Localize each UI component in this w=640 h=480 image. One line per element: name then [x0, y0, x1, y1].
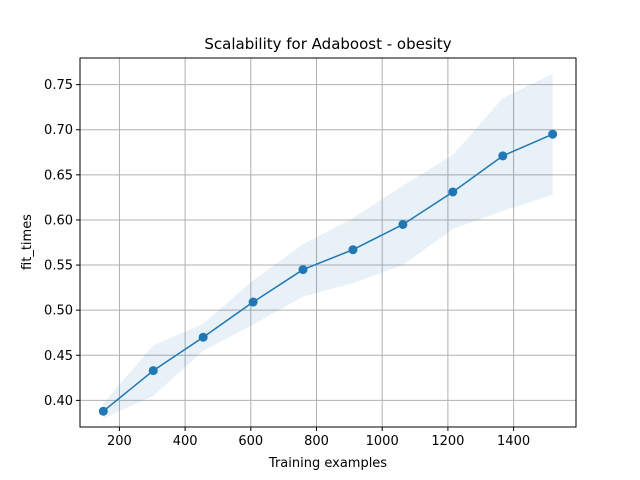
y-tick-label: 0.60 — [44, 213, 73, 228]
data-point — [498, 151, 508, 161]
y-tick-label: 0.55 — [44, 259, 73, 274]
data-point-layer — [98, 129, 558, 416]
x-tick-label: 600 — [238, 434, 263, 449]
data-point — [98, 406, 108, 416]
data-point — [248, 297, 258, 307]
data-point — [298, 265, 308, 275]
y-axis-ticks: 0.40 0.45 0.50 0.55 0.60 0.65 0.70 0.75 — [44, 78, 80, 409]
y-tick-label: 0.45 — [44, 349, 73, 364]
y-tick-label: 0.40 — [44, 394, 73, 409]
x-tick-label: 1000 — [366, 434, 399, 449]
confidence-band-layer — [103, 73, 553, 419]
confidence-band — [103, 73, 553, 419]
y-tick-label: 0.50 — [44, 304, 73, 319]
plot-frame — [79, 57, 577, 428]
data-point — [148, 366, 158, 376]
data-point — [398, 219, 408, 229]
y-tick-label: 0.65 — [44, 168, 73, 183]
data-point — [448, 187, 458, 197]
x-tick-label: 200 — [107, 434, 132, 449]
data-point — [348, 245, 358, 255]
series-line-layer — [102, 133, 553, 412]
y-tick-label: 0.70 — [44, 123, 73, 138]
grid — [80, 58, 576, 427]
x-tick-label: 800 — [304, 434, 329, 449]
x-tick-label: 400 — [173, 434, 198, 449]
data-point — [548, 129, 558, 139]
data-point — [198, 332, 208, 342]
y-axis-label: fit_times — [20, 214, 35, 270]
x-axis-label: Training examples — [268, 456, 387, 471]
chart-title: Scalability for Adaboost - obesity — [204, 35, 451, 53]
x-tick-label: 1400 — [497, 434, 530, 449]
x-tick-label: 1200 — [431, 434, 464, 449]
series-line — [102, 133, 553, 412]
y-tick-label: 0.75 — [44, 78, 73, 93]
x-axis-ticks: 200 400 600 800 1000 1200 1400 — [107, 427, 530, 449]
